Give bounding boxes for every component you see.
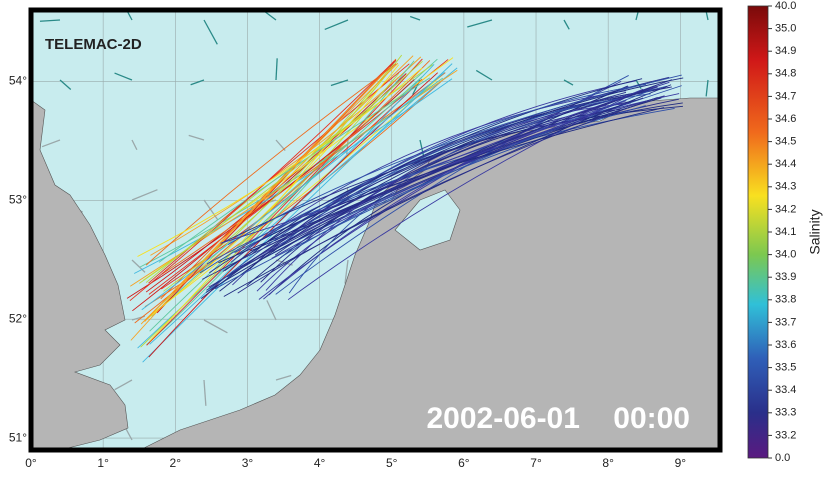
y-tick-label: 53° [9, 192, 27, 206]
colorbar-tick-label: 40.0 [775, 0, 796, 12]
colorbar-tick-label: 33.6 [775, 339, 796, 351]
y-tick-label: 51° [9, 430, 27, 444]
colorbar-tick-label: 34.7 [775, 90, 796, 102]
colorbar-tick-label: 34.3 [775, 181, 796, 193]
colorbar-tick-label: 34.5 [775, 136, 796, 148]
colorbar-tick-label: 35.0 [775, 23, 796, 35]
timestamp: 2002-06-01 00:00 [426, 402, 690, 435]
colorbar-tick-label: 34.8 [775, 68, 796, 80]
x-tick-label: 7° [530, 456, 542, 470]
y-tick-label: 52° [9, 311, 27, 325]
colorbar-tick-label: 34.2 [775, 203, 796, 215]
x-tick-label: 4° [314, 456, 326, 470]
x-tick-label: 6° [458, 456, 470, 470]
colorbar-tick-label: 34.0 [775, 249, 796, 261]
colorbar-tick-label: 34.9 [775, 45, 796, 57]
colorbar [748, 6, 768, 458]
colorbar-tick-label: 33.9 [775, 271, 796, 283]
colorbar-tick-label: 33.4 [775, 384, 796, 396]
colorbar-tick-label: 34.4 [775, 158, 796, 170]
x-tick-label: 2° [170, 456, 182, 470]
x-tick-label: 0° [25, 456, 37, 470]
colorbar-tick-label: 33.5 [775, 362, 796, 374]
colorbar-tick-label: 33.7 [775, 316, 796, 328]
x-tick-label: 5° [386, 456, 398, 470]
x-tick-label: 3° [242, 456, 254, 470]
colorbar-tick-label: 34.6 [775, 113, 796, 125]
x-tick-label: 8° [602, 456, 614, 470]
colorbar-tick-label: 33.3 [775, 407, 796, 419]
colorbar-tick-label: 33.2 [775, 429, 796, 441]
colorbar-label: Salinity [807, 209, 823, 254]
y-tick-label: 54° [9, 74, 27, 88]
colorbar-tick-label: 34.1 [775, 226, 796, 238]
colorbar-tick-label: 33.8 [775, 294, 796, 306]
model-title: TELEMAC-2D [45, 36, 142, 53]
x-tick-label: 1° [97, 456, 109, 470]
colorbar-tick-label: 0.0 [775, 452, 790, 464]
x-tick-label: 9° [675, 456, 687, 470]
